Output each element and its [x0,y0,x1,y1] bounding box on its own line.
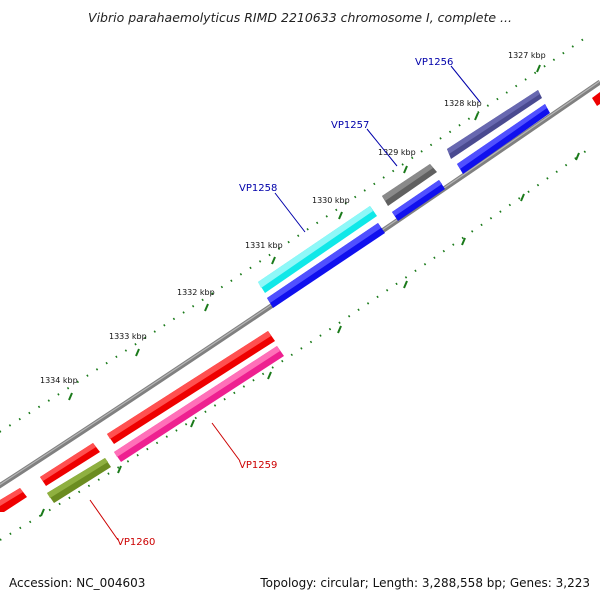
tick-label: 1331 kbp [245,241,283,250]
tick-mark-1334 [68,392,73,401]
tick-mark-1329 [403,165,408,174]
gene-label-VP1260[interactable]: VP1260 [117,537,155,548]
callout-VP1258 [274,192,306,233]
inner-major-ticks [40,152,580,517]
gene-label-VP1259[interactable]: VP1259 [239,460,277,471]
outer-major-ticks [68,64,541,401]
backbone-highlight [0,80,600,486]
gene-VP1257-inner[interactable] [392,180,445,221]
gene-VP1258-outer[interactable] [258,206,377,293]
gene-label-VP1258[interactable]: VP1258 [239,183,277,194]
tick-label: 1328 kbp [444,99,482,108]
gene-label-VP1256[interactable]: VP1256 [415,57,453,68]
gene-VP1260-outer[interactable] [40,443,100,486]
gene-VP1258-inner[interactable] [267,223,385,308]
genome-summary: Topology: circular; Length: 3,288,558 bp… [260,576,590,590]
tick-label: 1334 kbp [40,376,78,385]
gene-label-VP1257[interactable]: VP1257 [331,120,369,131]
callout-VP1256 [450,65,481,103]
tick-label: 1332 kbp [177,288,215,297]
tick-mark-1332 [204,303,209,312]
map-title: Vibrio parahaemolyticus RIMD 2210633 chr… [88,10,512,25]
gene-VP1259-outer[interactable] [107,331,275,444]
tick-mark-1330 [338,211,343,220]
tick-mark-1328 [474,112,479,121]
accession-label: Accession: NC_004603 [9,576,146,590]
gene-VP1257-outer[interactable] [382,164,437,206]
tick-mark-1333 [135,348,140,357]
outer-tick-track [0,37,586,433]
gene-VP1256-outer[interactable] [447,90,542,159]
callout-VP1260 [89,499,119,541]
tick-label: 1333 kbp [109,332,147,341]
gene-left-edge-outer[interactable] [0,488,27,512]
gene-right-edge-outer[interactable] [592,92,600,106]
tick-label: 1327 kbp [508,51,546,60]
callout-VP1259 [211,422,241,462]
tick-mark-1331 [271,256,276,265]
chromosome-backbone [0,79,600,489]
gene-VP1260-inner[interactable] [47,458,111,503]
tick-mark-1327 [536,64,541,73]
gene-VP1259-inner[interactable] [114,346,284,462]
callout-VP1257 [366,128,398,167]
gene-VP1256-inner[interactable] [457,104,550,174]
tick-label: 1330 kbp [312,196,350,205]
tick-label: 1329 kbp [378,148,416,157]
